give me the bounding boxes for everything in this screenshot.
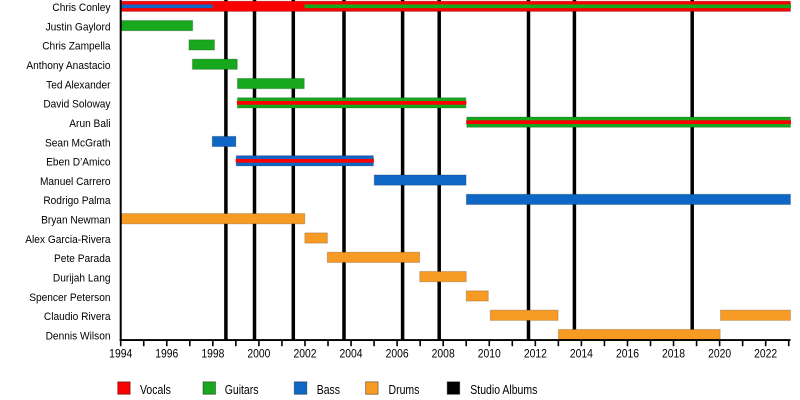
svg-text:2000: 2000 bbox=[247, 348, 270, 361]
svg-text:Justin Gaylord: Justin Gaylord bbox=[46, 21, 111, 34]
svg-text:Alex Garcia-Rivera: Alex Garcia-Rivera bbox=[25, 233, 110, 246]
svg-text:Pete Parada: Pete Parada bbox=[54, 253, 110, 266]
svg-text:2012: 2012 bbox=[524, 348, 547, 361]
svg-text:1998: 1998 bbox=[201, 348, 224, 361]
svg-text:2016: 2016 bbox=[616, 348, 639, 361]
svg-text:1994: 1994 bbox=[109, 348, 132, 361]
svg-text:Bass: Bass bbox=[317, 384, 341, 397]
svg-text:Manuel Carrero: Manuel Carrero bbox=[40, 175, 111, 188]
svg-text:Sean McGrath: Sean McGrath bbox=[45, 137, 111, 150]
svg-text:Rodrigo Palma: Rodrigo Palma bbox=[43, 195, 110, 208]
svg-text:1996: 1996 bbox=[155, 348, 178, 361]
svg-text:Bryan Newman: Bryan Newman bbox=[41, 214, 110, 227]
svg-text:2014: 2014 bbox=[570, 348, 593, 361]
svg-text:Vocals: Vocals bbox=[140, 384, 171, 397]
svg-text:2022: 2022 bbox=[754, 348, 777, 361]
svg-text:2008: 2008 bbox=[432, 348, 455, 361]
svg-text:Eben D’Amico: Eben D’Amico bbox=[46, 156, 110, 169]
svg-text:Ted Alexander: Ted Alexander bbox=[46, 79, 111, 92]
svg-text:Studio Albums: Studio Albums bbox=[470, 384, 537, 397]
svg-text:Anthony Anastacio: Anthony Anastacio bbox=[26, 60, 110, 73]
svg-text:Chris Conley: Chris Conley bbox=[52, 2, 111, 15]
svg-text:Guitars: Guitars bbox=[225, 384, 259, 397]
svg-text:2020: 2020 bbox=[708, 348, 731, 361]
svg-text:Arun Bali: Arun Bali bbox=[69, 117, 110, 130]
svg-text:Dennis Wilson: Dennis Wilson bbox=[46, 330, 111, 343]
svg-text:David Soloway: David Soloway bbox=[43, 98, 111, 111]
svg-text:2010: 2010 bbox=[478, 348, 501, 361]
svg-text:Claudio Rivera: Claudio Rivera bbox=[44, 311, 111, 324]
svg-text:2002: 2002 bbox=[293, 348, 316, 361]
svg-text:Spencer Peterson: Spencer Peterson bbox=[29, 291, 110, 304]
svg-text:Durijah Lang: Durijah Lang bbox=[53, 272, 111, 285]
svg-text:2018: 2018 bbox=[662, 348, 685, 361]
svg-text:2006: 2006 bbox=[386, 348, 409, 361]
svg-text:2004: 2004 bbox=[340, 348, 363, 361]
svg-text:Drums: Drums bbox=[389, 384, 420, 397]
svg-text:Chris Zampella: Chris Zampella bbox=[42, 40, 110, 53]
